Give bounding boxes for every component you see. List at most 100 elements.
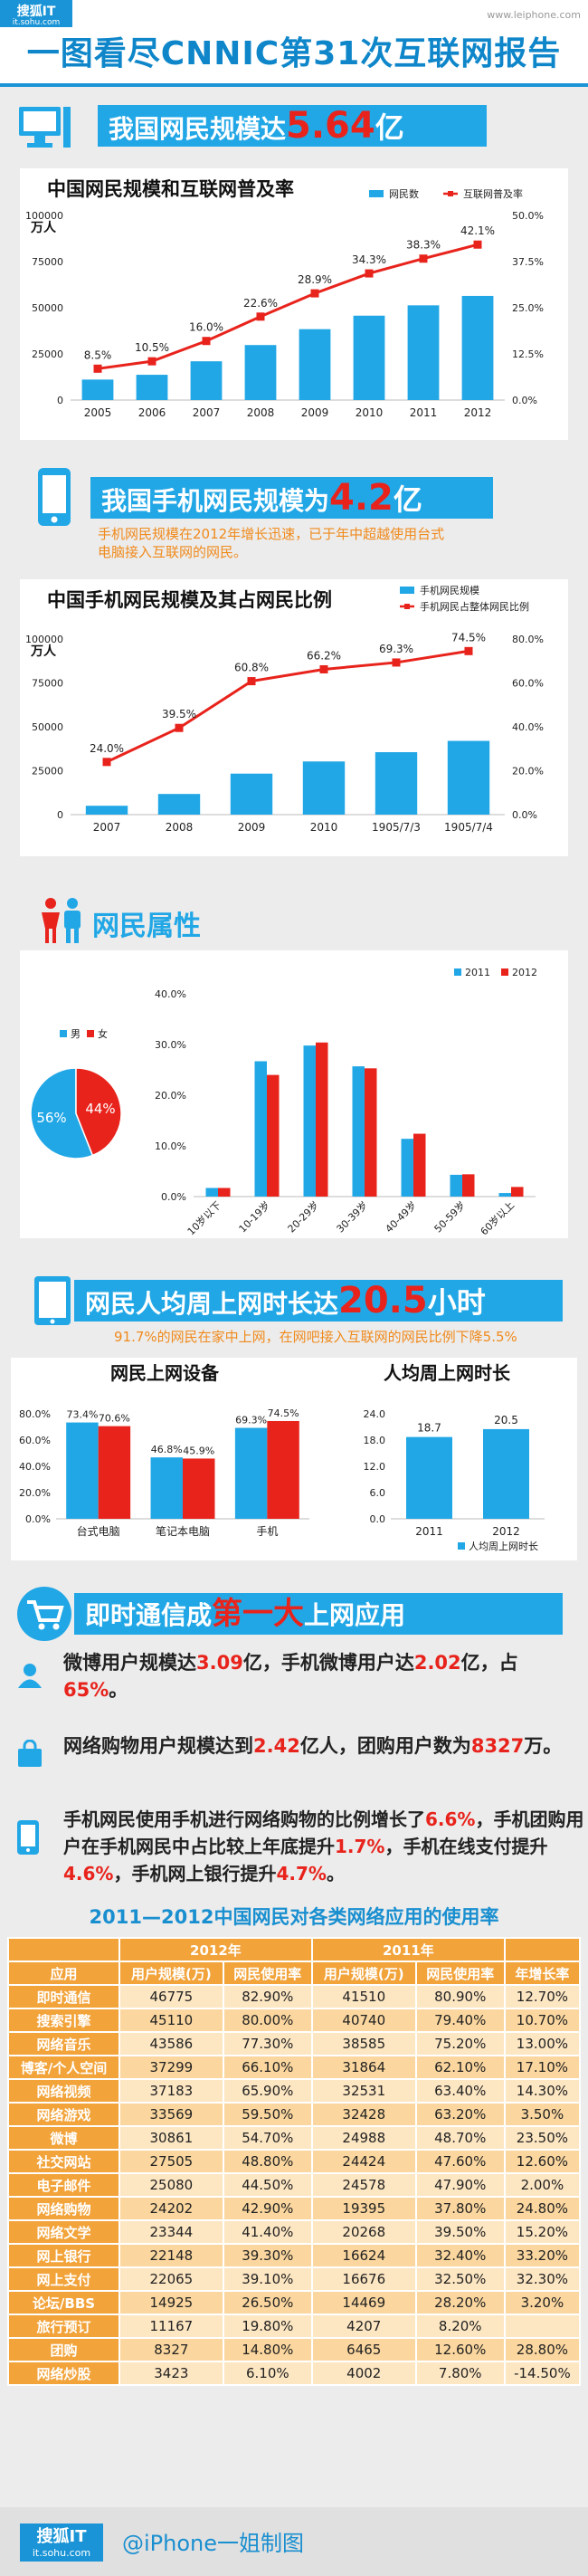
fact-highlight: 2.42: [253, 1735, 300, 1757]
fact-mobile-commerce: 手机网民使用手机进行网络购物的比例增长了6.6%，手机团购用户在手机网民中占比较…: [63, 1806, 584, 1887]
chart2-data-label: 66.2%: [307, 649, 341, 662]
table-cell: 32.30%: [503, 2266, 582, 2292]
table-cell: 45110: [118, 2008, 224, 2033]
device-bar: [267, 1420, 299, 1519]
chart1-xtick: 2008: [247, 406, 275, 419]
table-cell-app: 网上银行: [7, 2243, 120, 2268]
hours-ytick: 0.0: [370, 1513, 386, 1525]
age-ytick: 30.0%: [155, 1039, 186, 1051]
device-chart-title: 网民上网设备: [110, 1362, 220, 1384]
table-row: 即时通信 46775 82.90% 41510 80.90% 12.70%: [7, 1984, 582, 2009]
table-subheader-row: 应用 用户规模(万) 网民使用率 用户规模(万) 网民使用率 年增长率: [7, 1961, 582, 1986]
table-cell: 33569: [118, 2102, 224, 2127]
table-cell: 24988: [310, 2125, 417, 2151]
section2-note-line1: 手机网民规模在2012年增长迅速，已于年中超越使用台式: [98, 526, 445, 542]
age-bar: [462, 1174, 475, 1197]
chart1-marker: [310, 289, 319, 298]
chart2-legend-line-marker: [404, 604, 410, 609]
chart2-marker: [464, 646, 473, 655]
user-icon: [16, 1662, 43, 1693]
chart2-legend-line: 手机网民占整体网民比例: [420, 600, 529, 613]
table-cell: 3.20%: [503, 2290, 582, 2315]
chart1-marker: [419, 254, 428, 263]
sohu-it-logo: 搜狐IT it.sohu.com: [0, 0, 72, 27]
chart2-bar: [375, 752, 418, 815]
age-bar: [267, 1074, 280, 1197]
fact-text: 亿人，团购用户数为: [299, 1735, 471, 1757]
chart2-data-label: 69.3%: [379, 643, 413, 655]
table-cell: 32.50%: [414, 2266, 506, 2292]
table-row: 网络炒股 3423 6.10% 4002 7.80% -14.50%: [7, 2361, 582, 2386]
device-ytick: 40.0%: [19, 1461, 51, 1473]
table-cell: 82.90%: [222, 1984, 313, 2009]
usage-table-title: 2011—2012中国网民对各类网络应用的使用率: [89, 1906, 499, 1928]
brand-main: 搜狐IT: [16, 5, 56, 19]
device-xtick: 台式电脑: [77, 1524, 120, 1538]
table-row: 网络游戏 33569 59.50% 32428 63.20% 3.50%: [7, 2102, 582, 2127]
age-xtick: 20-29岁: [285, 1198, 321, 1235]
table-cell: 59.50%: [222, 2102, 313, 2127]
chart1-bar: [353, 315, 385, 400]
fact-text: 微博用户规模达: [63, 1652, 196, 1674]
table-cell: 43586: [118, 2031, 224, 2056]
table-row: 网上银行 22148 39.30% 16624 32.40% 33.20%: [7, 2243, 582, 2268]
device-data-label: 74.5%: [268, 1407, 299, 1419]
table-cell: 37.80%: [414, 2196, 506, 2221]
chart1-data-label: 38.3%: [406, 239, 441, 252]
fact-text: ，手机团购用户在手机网民中占比较上年底提升: [63, 1808, 584, 1857]
device-data-label: 73.4%: [66, 1409, 98, 1421]
chart1-ytick: 0: [57, 395, 63, 406]
pie-label: 44%: [85, 1101, 115, 1117]
chart1-data-label: 42.1%: [460, 224, 495, 237]
usage-table-body: 即时通信 46775 82.90% 41510 80.90% 12.70% 搜索引擎 4511…: [7, 1984, 582, 2386]
table-cell: 22148: [118, 2243, 224, 2268]
table-cell: -14.50%: [503, 2361, 582, 2386]
age-bar: [254, 1061, 267, 1197]
chart2-y2tick: 80.0%: [512, 634, 544, 645]
table-cell: 2.00%: [503, 2172, 582, 2198]
section5-prefix: 即时通信成: [85, 1600, 213, 1630]
section4-prefix: 网民人均周上网时长达: [85, 1289, 339, 1319]
table-cell: 25080: [118, 2172, 224, 2198]
chart4-panel: 网民上网设备 0.0% 20.0% 40.0% 60.0% 80.0% 73.4% 70.6%…: [11, 1358, 577, 1560]
device-bar: [234, 1427, 268, 1519]
chart1-y2tick: 0.0%: [512, 395, 537, 406]
chart2-marker: [175, 723, 184, 732]
chart1-legend-line-marker: [448, 191, 453, 196]
chart1-marker: [365, 269, 374, 278]
fact-text: 亿，手机微博用户达: [242, 1652, 414, 1674]
table-cell: 11167: [118, 2314, 224, 2339]
table-cell-app: 电子邮件: [7, 2172, 120, 2198]
age-bar: [498, 1193, 511, 1197]
table-cell: 79.40%: [414, 2008, 506, 2033]
table-cell: 39.50%: [414, 2219, 506, 2245]
table-cell: 12.60%: [414, 2337, 506, 2362]
table-cell: 65.90%: [222, 2078, 313, 2104]
age-xtick: 60岁以上: [478, 1198, 517, 1237]
table-cell: 32531: [310, 2078, 417, 2104]
table-cell: 37299: [118, 2055, 224, 2080]
fact-highlight: 1.7%: [335, 1836, 385, 1857]
chart1-marker: [256, 312, 265, 321]
usage-table: 2012年 2011年 应用 用户规模(万) 网民使用率 用户规模(万) 网民使…: [7, 1937, 582, 2386]
pie-legend-male-swatch: [60, 1030, 67, 1037]
chart1-ytick: 100000: [25, 210, 63, 222]
footer-brand-main: 搜狐IT: [36, 2527, 87, 2546]
fact-highlight: 8327: [470, 1735, 525, 1757]
device-xtick: 手机: [256, 1525, 278, 1538]
table-cell-app: 网络购物: [7, 2196, 120, 2221]
section2-note: 手机网民规模在2012年增长迅速，已于年中超越使用台式 电脑接入互联网的网民。: [98, 525, 444, 561]
page-footer: 搜狐IT it.sohu.com @iPhone一姐制图: [0, 2507, 588, 2576]
table-cell: 41510: [310, 1984, 417, 2009]
table-header-row: 2012年 2011年: [7, 1937, 582, 1962]
chart1-data-label: 16.0%: [189, 321, 223, 334]
pie-slice: [30, 1067, 94, 1159]
table-cell-app: 网络炒股: [7, 2361, 120, 2386]
table-row: 网络购物 24202 42.90% 19395 37.80% 24.80%: [7, 2196, 582, 2221]
chart1-y2tick: 37.5%: [512, 256, 544, 268]
section2-banner: 我国手机网民规模为4.2亿: [90, 477, 493, 519]
hours-xtick: 2012: [492, 1525, 520, 1538]
footer-brand-sub: it.sohu.com: [32, 2547, 91, 2559]
table-cell: 80.00%: [222, 2008, 313, 2033]
